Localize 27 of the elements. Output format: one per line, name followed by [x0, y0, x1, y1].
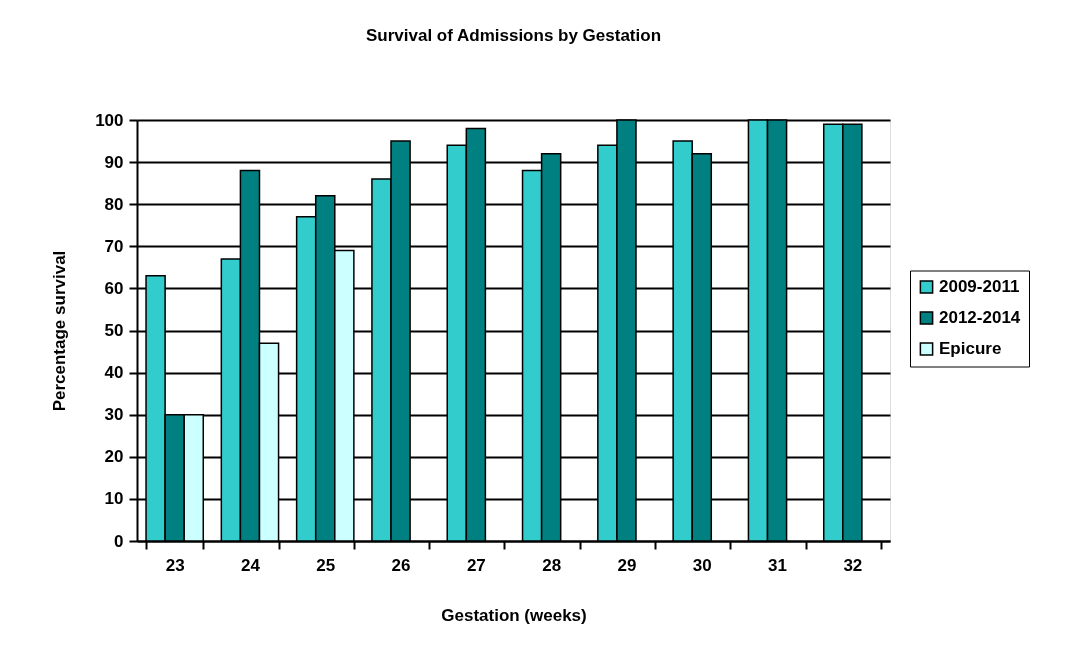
x-tick-label: 32 — [843, 555, 863, 575]
x-tick-label: 28 — [542, 555, 562, 575]
y-tick-label: 10 — [104, 489, 124, 509]
legend-label: Epicure — [939, 339, 1002, 358]
x-tick-label: 31 — [768, 555, 788, 575]
legend-label: 2012-2014 — [939, 308, 1021, 327]
x-tick-label: 27 — [466, 555, 486, 575]
chart-title: Survival of Admissions by Gestation — [365, 26, 662, 45]
y-tick-label: 0 — [114, 531, 124, 551]
y-tick-label: 40 — [104, 363, 124, 383]
y-tick-label: 30 — [104, 405, 124, 425]
x-tick-label: 26 — [391, 555, 411, 575]
x-tick-label: 24 — [240, 555, 261, 575]
y-tick-label: 60 — [104, 278, 124, 298]
y-axis-title: Percentage survival — [50, 250, 70, 412]
y-tick-label: 90 — [104, 152, 124, 172]
y-tick-label: 80 — [104, 194, 124, 214]
y-tick-label: 70 — [104, 236, 124, 256]
legend-label: 2009-2011 — [939, 277, 1020, 296]
x-axis-title: Gestation (weeks) — [441, 605, 587, 625]
y-tick-label: 20 — [104, 447, 124, 467]
x-tick-label: 30 — [692, 555, 712, 575]
x-tick-label: 29 — [617, 555, 637, 575]
y-tick-label: 50 — [104, 321, 124, 340]
x-tick-label: 25 — [316, 555, 336, 575]
y-tick-label: 100 — [95, 110, 124, 130]
x-tick-label: 23 — [165, 555, 185, 575]
